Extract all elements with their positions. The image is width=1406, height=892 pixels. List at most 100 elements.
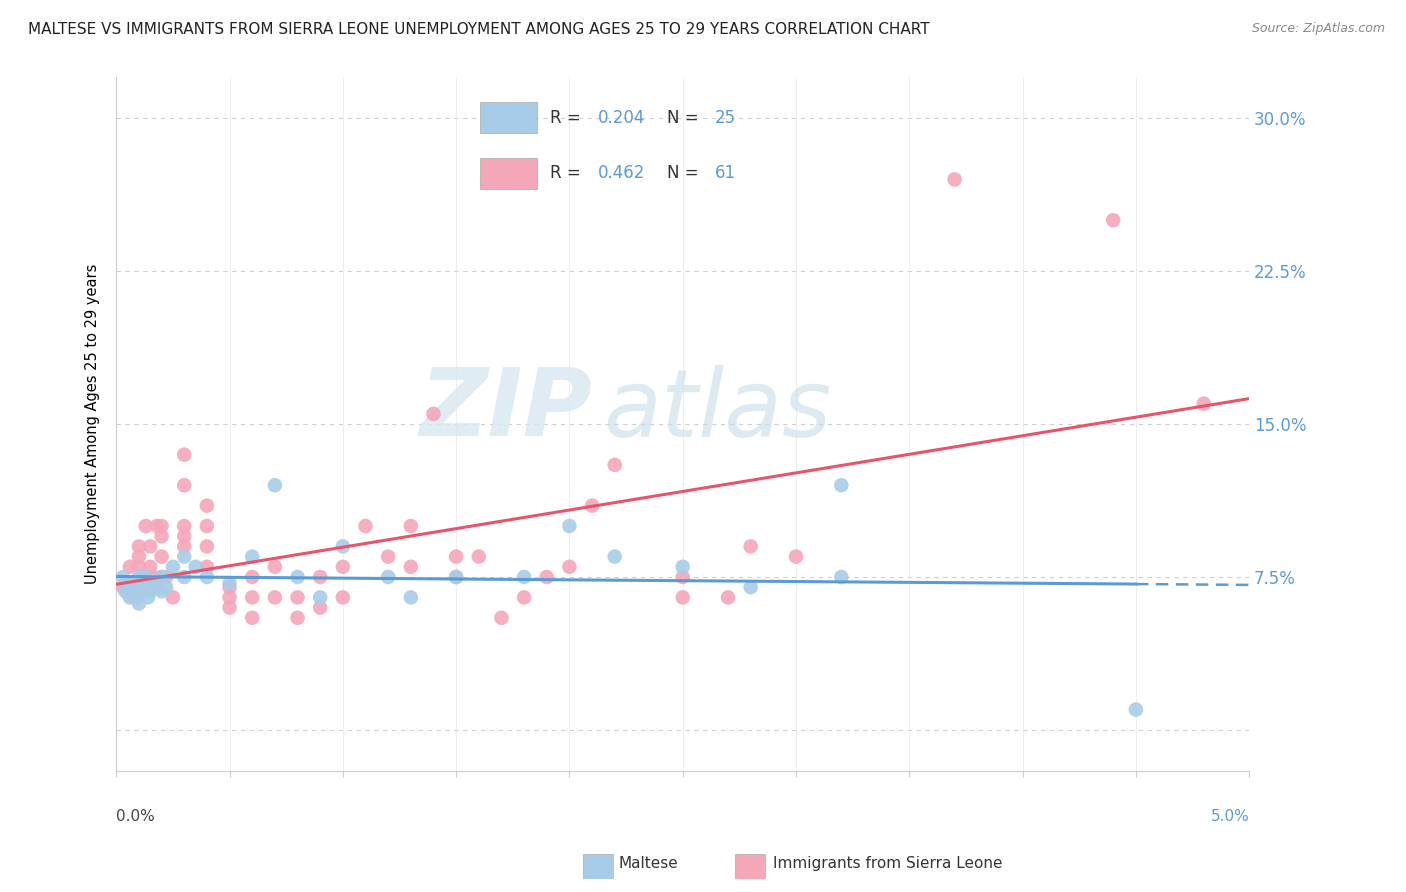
Point (118, 559, 141, 574)
Point (309, 570, 332, 584)
Point (264, 478, 287, 492)
Point (332, 540, 354, 554)
Point (150, 529, 173, 543)
Point (139, 584, 162, 599)
Point (672, 559, 695, 574)
Point (240, 611, 263, 625)
Point (128, 549, 150, 564)
Point (155, 570, 177, 584)
Point (195, 519, 218, 533)
Point (377, 549, 399, 564)
Point (150, 549, 173, 564)
Point (139, 540, 162, 554)
Point (1192, 397, 1215, 411)
Point (717, 591, 740, 605)
Point (124, 591, 146, 605)
Point (377, 570, 399, 584)
Point (399, 591, 422, 605)
Point (264, 559, 287, 574)
Point (287, 611, 309, 625)
Point (399, 519, 422, 533)
Text: Source: ZipAtlas.com: Source: ZipAtlas.com (1251, 22, 1385, 36)
Point (162, 591, 184, 605)
Point (135, 570, 157, 584)
Point (240, 549, 263, 564)
Point (128, 540, 150, 554)
Point (536, 570, 558, 584)
Point (1102, 213, 1125, 227)
Point (128, 570, 150, 584)
Point (491, 611, 513, 625)
Point (309, 600, 332, 615)
Point (558, 559, 581, 574)
Point (118, 591, 141, 605)
Point (264, 591, 287, 605)
Text: Immigrants from Sierra Leone: Immigrants from Sierra Leone (773, 856, 1002, 871)
Point (332, 559, 354, 574)
Point (399, 559, 422, 574)
Point (135, 519, 157, 533)
Point (830, 478, 852, 492)
Point (830, 570, 852, 584)
Point (240, 591, 263, 605)
Point (117, 576, 139, 591)
Point (112, 570, 135, 584)
Point (125, 591, 148, 605)
Point (195, 540, 218, 554)
Point (740, 580, 762, 594)
Point (124, 576, 146, 591)
Point (173, 570, 195, 584)
Point (785, 549, 807, 564)
Point (468, 549, 491, 564)
Point (513, 570, 536, 584)
Point (146, 580, 169, 594)
Text: ZIP: ZIP (419, 364, 592, 456)
Point (558, 519, 581, 533)
Point (114, 584, 136, 599)
Point (173, 519, 195, 533)
Point (162, 559, 184, 574)
Point (141, 576, 163, 591)
Point (132, 580, 155, 594)
Point (146, 519, 169, 533)
Point (173, 540, 195, 554)
Point (603, 549, 626, 564)
Point (173, 478, 195, 492)
Text: atlas: atlas (603, 365, 832, 456)
Point (287, 591, 309, 605)
Point (218, 580, 240, 594)
Text: 0.0%: 0.0% (117, 809, 155, 824)
Point (155, 580, 177, 594)
Point (121, 580, 143, 594)
Point (218, 576, 240, 591)
Text: MALTESE VS IMMIGRANTS FROM SIERRA LEONE UNEMPLOYMENT AMONG AGES 25 TO 29 YEARS C: MALTESE VS IMMIGRANTS FROM SIERRA LEONE … (28, 22, 929, 37)
Text: 5.0%: 5.0% (1211, 809, 1249, 824)
Point (128, 584, 150, 599)
Point (513, 591, 536, 605)
Point (444, 570, 467, 584)
Point (218, 600, 240, 615)
Point (195, 559, 218, 574)
Point (603, 458, 626, 472)
Point (141, 570, 163, 584)
Point (195, 570, 218, 584)
Point (1125, 702, 1147, 716)
Point (136, 591, 159, 605)
Point (195, 499, 218, 513)
Point (444, 570, 467, 584)
Point (173, 549, 195, 564)
Point (132, 570, 155, 584)
Point (184, 559, 207, 574)
Point (354, 519, 377, 533)
Point (740, 540, 762, 554)
Point (173, 448, 195, 462)
Point (218, 591, 240, 605)
Point (309, 591, 332, 605)
Point (422, 407, 444, 421)
Point (139, 559, 162, 574)
Point (173, 529, 195, 543)
Text: Maltese: Maltese (619, 856, 678, 871)
Y-axis label: Unemployment Among Ages 25 to 29 years: Unemployment Among Ages 25 to 29 years (86, 264, 100, 584)
Point (672, 591, 695, 605)
Point (150, 584, 173, 599)
